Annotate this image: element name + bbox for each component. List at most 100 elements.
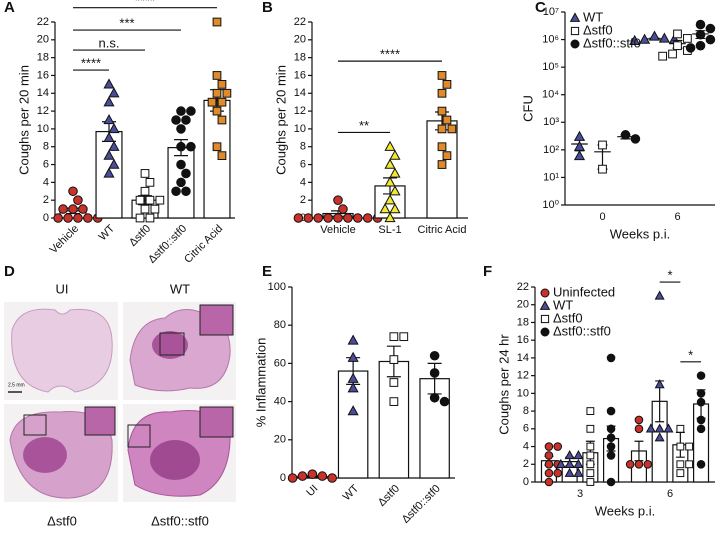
y-axis-label: Coughs per 20 min (16, 65, 31, 175)
data-point (176, 141, 186, 152)
significance-label: **** (380, 47, 400, 62)
data-point (207, 97, 217, 107)
data-point (186, 106, 196, 116)
data-point (696, 459, 706, 469)
data-point (338, 204, 348, 214)
inset-box (127, 424, 151, 448)
data-point (58, 204, 68, 214)
x-tick-label: Vehicle (48, 223, 82, 257)
x-tick-label: Δstf0 (127, 223, 153, 249)
data-point (695, 40, 706, 51)
data-point (439, 396, 450, 407)
data-point (544, 477, 554, 487)
data-point (217, 151, 227, 161)
y-tick-label: 10¹ (543, 171, 559, 183)
y-tick-label: 80 (274, 319, 286, 331)
data-point (673, 41, 682, 51)
data-point (108, 140, 120, 151)
data-point (176, 124, 186, 134)
data-point (68, 204, 78, 214)
inset-box (23, 414, 47, 436)
data-point (625, 459, 635, 469)
data-point (696, 424, 706, 434)
data-point (353, 213, 363, 223)
data-point (83, 213, 93, 223)
y-axis-label: Coughs per 20 min (273, 65, 288, 175)
data-point (389, 185, 401, 196)
inset-box (159, 332, 185, 356)
data-point (573, 450, 584, 460)
x-tick-label: 0 (599, 211, 605, 223)
data-point (564, 458, 575, 469)
legend-marker (539, 300, 551, 310)
y-tick-label: 22 (517, 281, 529, 293)
data-point (313, 213, 324, 223)
data-point (73, 213, 83, 223)
y-tick-label: 4 (523, 440, 529, 452)
x-axis-label: Weeks p.i. (610, 226, 670, 241)
data-point (654, 423, 665, 433)
panel-label: F (483, 263, 492, 280)
data-point (676, 460, 685, 469)
data-point (212, 71, 222, 80)
data-point (389, 355, 399, 364)
data-point (389, 203, 401, 214)
significance-label: **** (135, 0, 155, 8)
significance-label: *** (119, 16, 134, 31)
data-point (573, 140, 586, 151)
data-point (103, 131, 115, 142)
data-point (140, 204, 150, 214)
data-point (145, 177, 155, 187)
data-point (108, 158, 120, 169)
data-point (553, 442, 563, 451)
data-point (150, 204, 160, 214)
data-point (217, 115, 227, 125)
y-tick-label: 20 (37, 34, 49, 46)
inset (84, 406, 116, 436)
data-point (103, 96, 115, 107)
bar (426, 120, 458, 219)
data-point (399, 332, 409, 342)
data-point (573, 467, 584, 477)
data-point (685, 460, 694, 469)
data-point (347, 382, 359, 393)
data-point (73, 195, 83, 205)
panel-label: E (262, 263, 272, 280)
data-point (347, 351, 359, 362)
data-point (389, 378, 399, 387)
data-point (586, 460, 595, 469)
data-point (676, 442, 685, 451)
data-point (586, 478, 595, 486)
data-point (429, 368, 440, 378)
legend-label: Δstf0 (553, 310, 583, 325)
data-point (654, 290, 665, 300)
y-tick-label: 40 (274, 396, 286, 408)
data-point (658, 32, 670, 43)
data-point (606, 424, 616, 434)
y-tick-label: 16 (294, 69, 306, 81)
data-point (181, 115, 191, 125)
data-point (307, 469, 318, 479)
data-point (437, 160, 447, 169)
y-axis-label: Coughs per 24 hr (496, 334, 511, 435)
data-point (586, 451, 595, 460)
data-point (212, 142, 222, 152)
data-point (437, 124, 447, 134)
y-tick-label: 0 (523, 476, 529, 488)
y-tick-label: 20 (517, 299, 529, 311)
inset (199, 304, 234, 336)
data-point (389, 149, 401, 160)
legend-label: Δstf0::stf0 (583, 35, 641, 50)
legend-marker (570, 26, 580, 36)
data-point (654, 379, 665, 389)
data-point (362, 213, 373, 223)
legend-marker (569, 12, 581, 22)
y-tick-label: 10⁷ (543, 6, 559, 18)
y-tick-label: 22 (37, 16, 49, 28)
data-point (586, 424, 595, 433)
data-point (564, 450, 575, 460)
data-point (695, 29, 706, 40)
y-tick-label: 20 (274, 434, 286, 446)
data-point (437, 88, 447, 98)
y-tick-label: 0 (280, 472, 286, 484)
